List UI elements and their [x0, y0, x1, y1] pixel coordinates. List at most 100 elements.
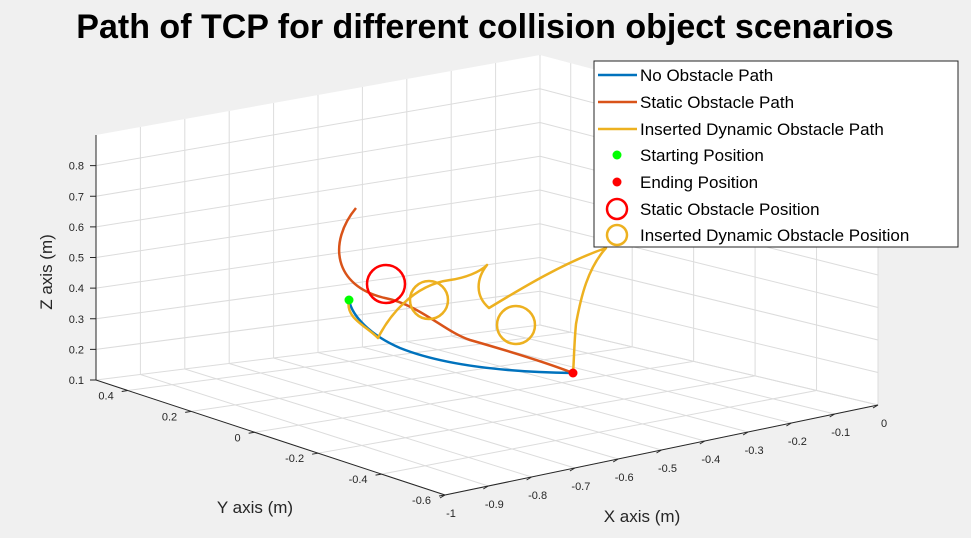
grid-x-floor-9 [495, 330, 835, 415]
x-tick-mark-6 [699, 440, 706, 445]
x-tick-mark-3 [569, 467, 576, 472]
y-axis-line [95, 379, 446, 496]
chart-title: Path of TCP for different collision obje… [76, 8, 893, 46]
legend[interactable]: No Obstacle Path Static Obstacle Path Inse… [593, 60, 959, 248]
grid-z-side-2 [539, 257, 879, 341]
grid-z-back-3 [95, 223, 541, 289]
z-tick-label-4: 0.5 [69, 253, 84, 265]
legend-item-inserted-dynamic-obstacle-position-label: Inserted Dynamic Obstacle Position [640, 226, 909, 245]
z-tick-label-7: 0.8 [69, 161, 84, 173]
ending-position-marker [568, 368, 578, 378]
grid-z-side-0 [539, 324, 879, 406]
grid-y-floor-5 [127, 331, 571, 391]
y-tick-mark-2 [312, 452, 319, 455]
x-tick-mark-5 [656, 449, 662, 454]
grid-x-floor-2 [184, 368, 532, 478]
no-obstacle-path-line [347, 299, 574, 375]
legend-item-starting-position[interactable]: Starting Position [612, 146, 764, 165]
z-axis-label: Z axis (m) [37, 234, 56, 310]
y-tick-mark-3 [248, 431, 255, 434]
x-tick-mark-1 [483, 485, 489, 490]
z-tick-label-6: 0.7 [69, 191, 84, 203]
legend-item-static-obstacle-path[interactable]: Static Obstacle Path [598, 93, 794, 112]
legend-item-ending-position-label: Ending Position [640, 173, 758, 192]
grid-x-floor-3 [229, 363, 576, 469]
x-tick-label-6: -0.4 [701, 454, 720, 466]
grid-x-floor-6 [362, 346, 705, 442]
y-tick-label-0: -0.6 [412, 495, 431, 507]
grid-z-back-0 [95, 324, 541, 381]
static-obstacle-position-marker [365, 263, 407, 305]
x-tick-label-7: -0.3 [745, 445, 764, 457]
grid-z-back-1 [95, 290, 541, 350]
z-tick-label-0: 0.1 [69, 375, 84, 387]
x-tick-mark-2 [526, 476, 532, 481]
legend-item-starting-position-label: Starting Position [640, 146, 764, 165]
x-tick-label-3: -0.7 [571, 481, 590, 493]
x-tick-label-2: -0.8 [528, 490, 547, 502]
grid-y-floor-3 [254, 360, 694, 433]
x-tick-label-5: -0.5 [658, 463, 677, 475]
y-tick-mark-1 [375, 473, 382, 476]
x-tick-label-8: -0.2 [788, 436, 807, 448]
grid-y-floor-1 [381, 389, 817, 475]
z-tick-label-1: 0.2 [69, 344, 84, 356]
x-tick-label-10: 0 [881, 418, 887, 430]
legend-item-starting-position-swatch [612, 150, 622, 160]
z-tick-label-2: 0.3 [69, 314, 84, 326]
axes-pane-2 [96, 325, 878, 495]
x-axis-label: X axis (m) [604, 507, 681, 526]
legend-item-ending-position[interactable]: Ending Position [612, 173, 759, 192]
grid-z-back-4 [95, 189, 541, 258]
legend-item-no-obstacle-path-label: No Obstacle Path [640, 66, 773, 85]
y-tick-label-1: -0.4 [349, 474, 368, 486]
y-tick-label-4: 0.2 [162, 411, 177, 423]
ticks: -1 -0.9 -0.8 -0.7 -0.6 -0.5 -0.4 -0.3 -0.2 -0.1 0 -… [69, 161, 887, 520]
x-tick-label-9: -0.1 [831, 427, 850, 439]
legend-item-inserted-dynamic-obstacle-position-swatch [605, 223, 629, 247]
y-tick-mark-5 [121, 389, 128, 392]
x-tick-label-0: -1 [446, 508, 456, 520]
grid-x-floor-7 [406, 341, 749, 433]
grid-z-side-1 [539, 290, 879, 373]
y-tick-label-5: 0.4 [98, 390, 113, 402]
x-tick-mark-10 [872, 404, 879, 409]
x-tick-label-4: -0.6 [615, 472, 634, 484]
y-axis-label: Y axis (m) [217, 498, 293, 517]
x-tick-mark-7 [742, 431, 749, 436]
legend-item-inserted-dynamic-obstacle-path-label: Inserted Dynamic Obstacle Path [640, 120, 884, 139]
grid-y-floor-4 [191, 346, 633, 412]
legend-item-static-obstacle-position-swatch [605, 197, 629, 221]
z-tick-label-3: 0.4 [69, 283, 84, 295]
y-tick-label-3: 0 [235, 432, 241, 444]
z-tick-label-5: 0.6 [69, 222, 84, 234]
legend-item-no-obstacle-path[interactable]: No Obstacle Path [598, 66, 773, 85]
legend-item-inserted-dynamic-obstacle-position[interactable]: Inserted Dynamic Obstacle Position [605, 223, 909, 247]
y-tick-mark-0 [438, 494, 446, 497]
x-tick-label-1: -0.9 [485, 499, 504, 511]
legend-item-static-obstacle-position[interactable]: Static Obstacle Position [605, 197, 820, 221]
legend-item-static-obstacle-path-label: Static Obstacle Path [640, 93, 794, 112]
static-obstacle-path-line [337, 207, 574, 375]
legend-item-ending-position-swatch [612, 177, 622, 187]
grid-z-back-7 [95, 88, 541, 167]
grid-x-floor-5 [317, 352, 662, 451]
dynamic-obstacle-position-marker-1 [408, 279, 450, 321]
grid-z-back-2 [95, 257, 541, 320]
x-tick-mark-9 [829, 413, 835, 418]
grid-y-floor-2 [318, 375, 756, 454]
x-tick-mark-8 [786, 422, 792, 427]
inserted-dynamic-obstacle-path-line [347, 246, 608, 374]
y-tick-mark-4 [185, 410, 192, 413]
grid-x-floor-1 [140, 374, 489, 487]
legend-item-static-obstacle-position-label: Static Obstacle Position [640, 200, 820, 219]
legend-item-inserted-dynamic-obstacle-path[interactable]: Inserted Dynamic Obstacle Path [598, 120, 884, 139]
plot-area [337, 207, 608, 378]
x-tick-mark-4 [612, 458, 619, 463]
grid-x-floor-4 [273, 357, 619, 460]
y-tick-label-2: -0.2 [285, 453, 304, 465]
grid-z-back-5 [95, 155, 541, 228]
starting-position-marker [344, 295, 354, 305]
dynamic-obstacle-position-marker-2 [495, 304, 537, 346]
